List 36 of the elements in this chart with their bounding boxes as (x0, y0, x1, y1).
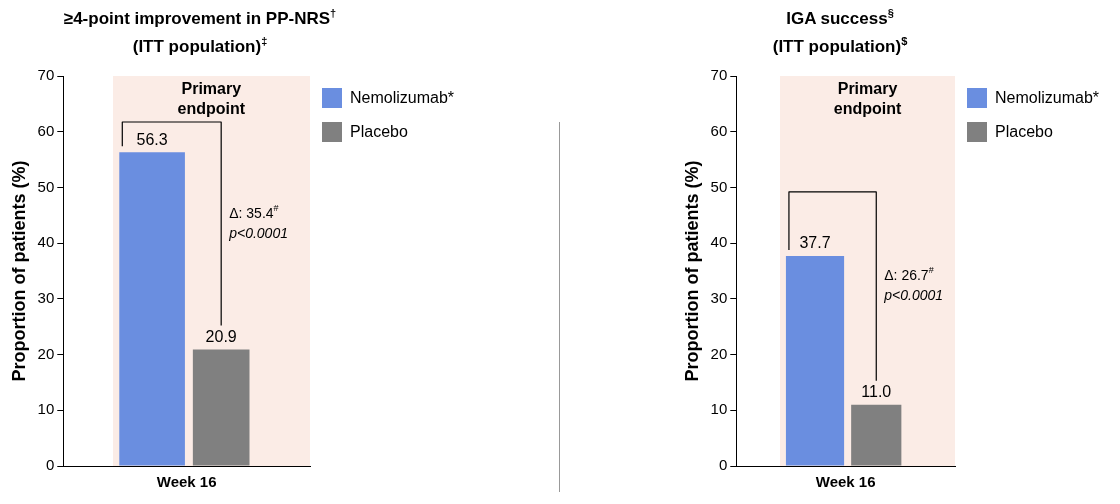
y-tick-label: 40 (37, 233, 55, 251)
y-tick-label: 0 (45, 456, 55, 474)
y-tick-label: 50 (37, 177, 55, 195)
y-tick-label: 30 (710, 289, 728, 306)
y-tick-label: 50 (710, 177, 728, 195)
y-tick-label: 70 (710, 66, 728, 84)
data-label: 56.3 (136, 130, 168, 148)
data-label: 37.7 (799, 234, 831, 252)
legend-label: Nemolizumab* (350, 89, 455, 107)
y-tick-label: 0 (718, 456, 728, 474)
y-tick-label: 20 (37, 344, 55, 362)
annotation: Δ: 26.7# (884, 265, 934, 284)
y-tick-label: 60 (37, 121, 55, 139)
annotation: Primary endpoint (177, 80, 246, 118)
legend-label: Placebo (995, 123, 1053, 141)
y-tick-label: 20 (710, 344, 728, 362)
annotation: Δ: 35.4# (229, 202, 279, 221)
y-axis-title: Proportion of patients (%) (8, 160, 29, 382)
y-tick-label: 40 (710, 233, 728, 251)
data-label: 11.0 (861, 383, 892, 401)
chart-title: IGA success$^{§}$ (ITT population)$^{$}$ (772, 7, 908, 56)
y-tick-label: 10 (37, 400, 55, 418)
y-tick-label: 70 (37, 66, 55, 84)
legend-label: Placebo (350, 123, 408, 141)
data-label: 20.9 (205, 327, 237, 345)
y-tick-label: 10 (710, 400, 728, 418)
x-tick-label: Week 16 (815, 473, 876, 491)
y-axis-title: Proportion of patients (%) (681, 160, 702, 382)
annotation: Primary endpoint (833, 80, 902, 118)
chart-title: ≥4-point improvement in PP-NRS$^{†}$ (ITT population)$^{‡}$ (63, 7, 337, 56)
annotation: p<0.0001 (228, 224, 288, 241)
legend-label: Nemolizumab* (995, 89, 1100, 107)
y-tick-label: 60 (710, 121, 728, 139)
annotation: p<0.0001 (883, 287, 944, 304)
x-tick-label: Week 16 (156, 473, 217, 491)
y-tick-label: 30 (37, 289, 55, 306)
